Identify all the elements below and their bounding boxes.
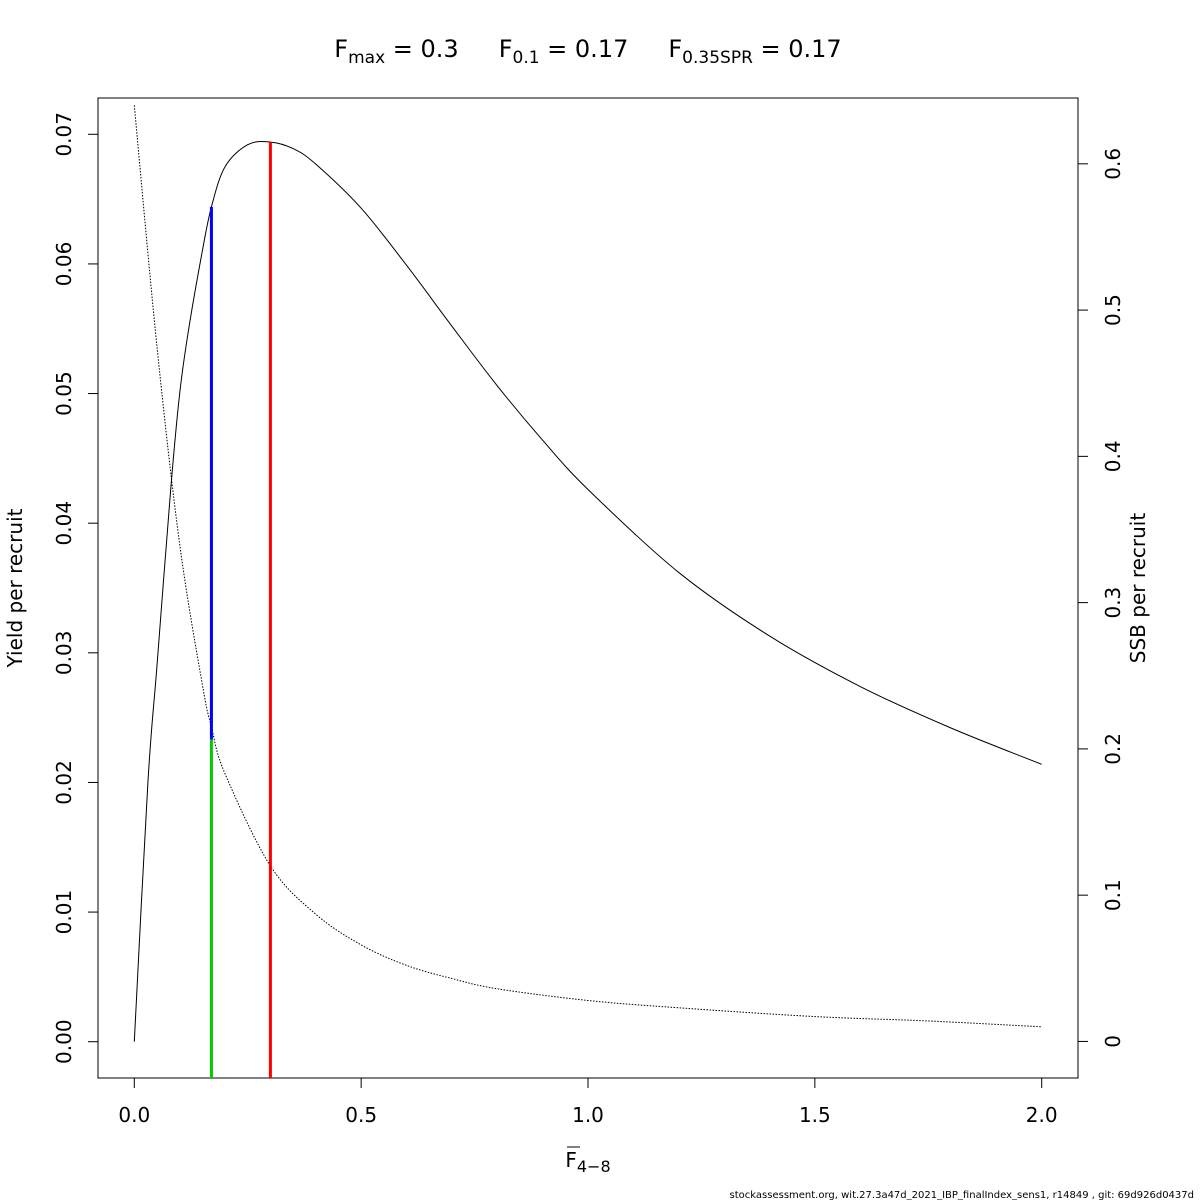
x-tick-label: 2.0 <box>1026 1103 1058 1127</box>
y-right-tick-label: 0.4 <box>1101 440 1125 472</box>
title-f01-main: F <box>499 35 513 63</box>
title-fspr-value: = 0.17 <box>753 35 842 63</box>
x-axis-title-main: F <box>565 1148 577 1172</box>
y-axis-left-title: Yield per recruit <box>3 508 27 668</box>
reference-lines <box>209 142 272 1078</box>
y-left-tick-label: 0.04 <box>52 501 76 546</box>
title-fmax-main: F <box>334 35 348 63</box>
y-right-tick-label: 0.2 <box>1101 733 1125 765</box>
ssb-per-recruit-curve <box>133 105 1042 1028</box>
yield-per-recruit-curve <box>133 141 1042 1042</box>
y-left-tick-label: 0.03 <box>52 631 76 676</box>
title-f01-sub: 0.1 <box>513 48 540 68</box>
y-right-tick-label: 0.6 <box>1101 148 1125 180</box>
y-left-tick-label: 0.05 <box>52 371 76 416</box>
y-right-tick-label: 0.5 <box>1101 294 1125 326</box>
x-tick-label: 1.0 <box>572 1103 604 1127</box>
title-fmax-sub: max <box>348 48 385 68</box>
x-tick-label: 0.5 <box>345 1103 377 1127</box>
x-axis: 0.0 0.5 1.0 1.5 2.0 <box>118 1077 1058 1127</box>
x-axis-title: F4−8 <box>565 1148 610 1176</box>
footer-note: stockassessment.org, wit.27.3a47d_2021_I… <box>730 1190 1194 1200</box>
title-fmax-value: = 0.3 <box>385 35 459 63</box>
y-left-tick-label: 0.01 <box>52 890 76 935</box>
title-fspr-sub: 0.35SPR <box>682 48 753 68</box>
x-axis-title-sub: 4−8 <box>577 1157 611 1176</box>
chart-title: Fmax = 0.3 F0.1 = 0.17 F0.35SPR = 0.17 <box>334 35 841 68</box>
x-tick-label: 1.5 <box>799 1103 831 1127</box>
y-left-tick-label: 0.07 <box>52 112 76 157</box>
plot-frame <box>97 97 1079 1079</box>
x-tick-label: 0.0 <box>118 1103 150 1127</box>
y-axis-right-title: SSB per recruit <box>1126 513 1150 664</box>
title-f01-value: = 0.17 <box>540 35 629 63</box>
y-left-tick-label: 0.00 <box>52 1019 76 1064</box>
y-right-tick-label: 0.3 <box>1101 587 1125 619</box>
y-right-tick-label: 0 <box>1101 1035 1125 1048</box>
y-right-tick-label: 0.1 <box>1101 879 1125 911</box>
y-left-tick-label: 0.06 <box>52 242 76 287</box>
y-axis-right: 0 0.1 0.2 0.3 0.4 0.5 0.6 <box>1077 148 1125 1048</box>
title-fspr-main: F <box>668 35 682 63</box>
y-left-tick-label: 0.02 <box>52 760 76 805</box>
series-layer <box>133 105 1042 1042</box>
y-axis-left: 0.00 0.01 0.02 0.03 0.04 0.05 0.06 0.07 <box>52 112 99 1064</box>
